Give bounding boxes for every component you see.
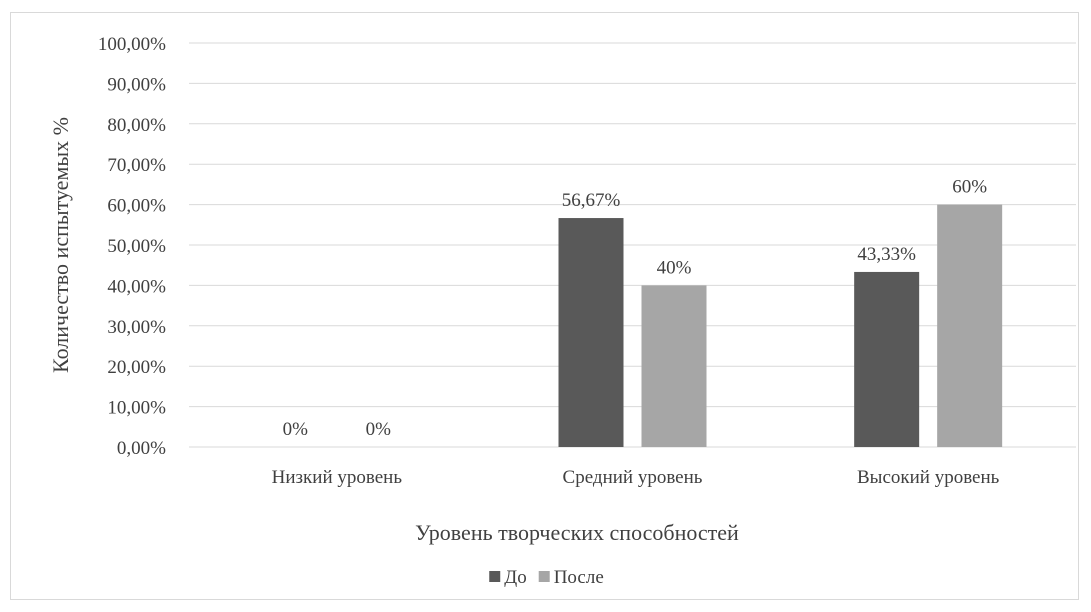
legend-label: До <box>504 567 526 588</box>
bar-after-1 <box>641 285 707 447</box>
y-tick-label: 10,00% <box>107 398 166 419</box>
y-tick-label: 90,00% <box>107 74 166 95</box>
y-axis-title: Количество испытуемых % <box>48 117 73 373</box>
data-label: 56,67% <box>562 190 621 211</box>
data-label: 0% <box>366 419 392 440</box>
gridlines <box>189 42 1076 448</box>
data-label: 60% <box>952 177 987 198</box>
data-labels: 0% 0% 56,67% 40% 43,33% 60% <box>283 177 988 440</box>
data-label: 43,33% <box>857 244 916 265</box>
legend-swatch <box>489 571 501 582</box>
y-tick-label: 20,00% <box>107 357 166 378</box>
x-axis-ticks: Низкий уровень Средний уровень Высокий уро… <box>272 467 1000 488</box>
legend-item: После <box>538 567 604 588</box>
bar-chart: 0,00% 10,00% 20,00% 30,00% 40,00% 50,00% 60,00… <box>48 34 1076 588</box>
y-tick-label: 0,00% <box>117 438 166 459</box>
x-tick-label: Высокий уровень <box>857 467 1000 488</box>
y-tick-label: 50,00% <box>107 236 166 257</box>
y-tick-label: 60,00% <box>107 196 166 217</box>
x-tick-label: Средний уровень <box>563 467 703 488</box>
bar-before-2 <box>854 271 920 447</box>
x-axis-title: Уровень творческих способностей <box>415 520 739 545</box>
y-tick-label: 80,00% <box>107 115 166 136</box>
chart-area: 0,00% 10,00% 20,00% 30,00% 40,00% 50,00% 60,00… <box>10 12 1079 600</box>
data-label: 40% <box>657 257 692 278</box>
y-tick-label: 40,00% <box>107 276 166 297</box>
y-tick-label: 30,00% <box>107 317 166 338</box>
y-axis-ticks: 0,00% 10,00% 20,00% 30,00% 40,00% 50,00% 60,00… <box>98 34 166 459</box>
data-label: 0% <box>283 419 309 440</box>
bars <box>558 204 1003 447</box>
legend: До После <box>489 567 604 588</box>
bar-before-1 <box>558 218 624 447</box>
y-tick-label: 100,00% <box>98 34 166 55</box>
legend-item: До <box>489 567 527 588</box>
legend-swatch <box>538 571 550 582</box>
legend-label: После <box>554 567 604 588</box>
y-tick-label: 70,00% <box>107 155 166 176</box>
x-tick-label: Низкий уровень <box>272 467 403 488</box>
bar-after-2 <box>937 204 1003 447</box>
